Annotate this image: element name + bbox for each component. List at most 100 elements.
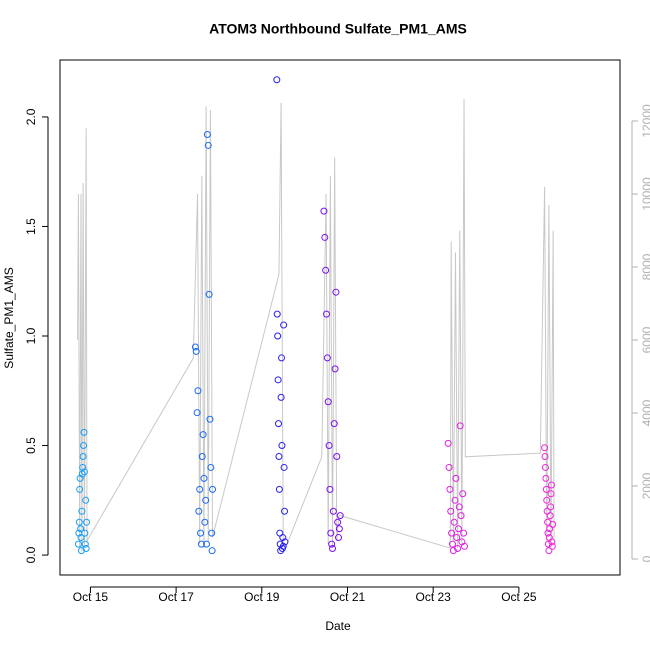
point	[196, 485, 204, 493]
point	[80, 428, 88, 436]
point	[452, 474, 460, 482]
point	[327, 529, 335, 537]
point	[82, 544, 90, 552]
point	[274, 376, 282, 384]
point	[447, 507, 455, 515]
point	[323, 354, 331, 362]
point	[209, 485, 217, 493]
y-axis-label: Sulfate_PM1_AMS	[2, 267, 16, 368]
point	[78, 470, 86, 478]
point	[275, 452, 283, 460]
point	[195, 507, 203, 515]
point	[78, 507, 86, 515]
x-tick-label: Oct 19	[244, 590, 280, 604]
point	[197, 540, 205, 548]
point	[278, 442, 286, 450]
y2-tick-label: 0	[640, 555, 650, 562]
point	[75, 518, 83, 526]
point	[548, 538, 556, 546]
x-tick-label: Oct 17	[158, 590, 194, 604]
point	[205, 290, 213, 298]
y-tick-label: 0.0	[24, 546, 38, 563]
point	[193, 409, 201, 417]
point	[203, 540, 211, 548]
point	[280, 321, 288, 329]
point	[455, 503, 463, 511]
point	[328, 540, 336, 548]
point	[545, 547, 553, 555]
x-tick-label: Oct 23	[416, 590, 452, 604]
point	[279, 542, 287, 550]
point	[332, 288, 340, 296]
point	[77, 525, 85, 533]
x-tick-label: Oct 25	[501, 590, 537, 604]
point	[281, 538, 289, 546]
point	[208, 529, 216, 537]
point	[191, 343, 199, 351]
point	[329, 544, 337, 552]
point	[544, 540, 552, 548]
point	[76, 485, 84, 493]
point	[199, 431, 207, 439]
point	[445, 463, 453, 471]
point	[333, 452, 341, 460]
point	[457, 512, 465, 520]
point	[547, 503, 555, 511]
point	[446, 485, 454, 493]
point	[541, 463, 549, 471]
point	[454, 525, 462, 533]
point	[548, 542, 556, 550]
point	[549, 520, 557, 528]
point	[543, 496, 551, 504]
point	[278, 354, 286, 362]
y2-tick-label: 8000	[640, 253, 650, 280]
point	[321, 233, 329, 241]
point	[198, 452, 206, 460]
point	[281, 507, 289, 515]
point	[76, 474, 84, 482]
point	[335, 534, 343, 542]
point	[336, 512, 344, 520]
point	[547, 481, 555, 489]
point	[335, 525, 343, 533]
point	[79, 452, 87, 460]
point	[329, 507, 337, 515]
point	[82, 496, 90, 504]
y2-tick-label: 2000	[640, 472, 650, 499]
point	[279, 534, 287, 542]
y2-tick-label: 12000	[640, 104, 650, 138]
point	[451, 496, 459, 504]
point	[275, 485, 283, 493]
point	[273, 310, 281, 318]
y-tick-label: 2.0	[24, 108, 38, 125]
point	[280, 463, 288, 471]
point	[544, 529, 552, 537]
point	[541, 444, 549, 452]
point	[541, 452, 549, 460]
x-tick-label: Oct 21	[330, 590, 366, 604]
point	[448, 529, 456, 537]
x-axis-label: Date	[325, 619, 351, 633]
point	[274, 332, 282, 340]
point	[192, 347, 200, 355]
altitude-line	[77, 99, 555, 552]
point	[326, 485, 334, 493]
y-tick-label: 1.5	[24, 218, 38, 235]
point	[459, 490, 467, 498]
point	[542, 474, 550, 482]
point	[275, 420, 283, 428]
point	[444, 439, 452, 447]
point	[460, 529, 468, 537]
point	[80, 442, 88, 450]
point	[546, 512, 554, 520]
point	[450, 518, 458, 526]
point	[74, 540, 82, 548]
point	[453, 534, 461, 542]
point	[334, 518, 342, 526]
point	[324, 398, 332, 406]
x-tick-label: Oct 15	[73, 590, 109, 604]
point	[207, 463, 215, 471]
point	[273, 76, 281, 84]
point	[202, 496, 210, 504]
